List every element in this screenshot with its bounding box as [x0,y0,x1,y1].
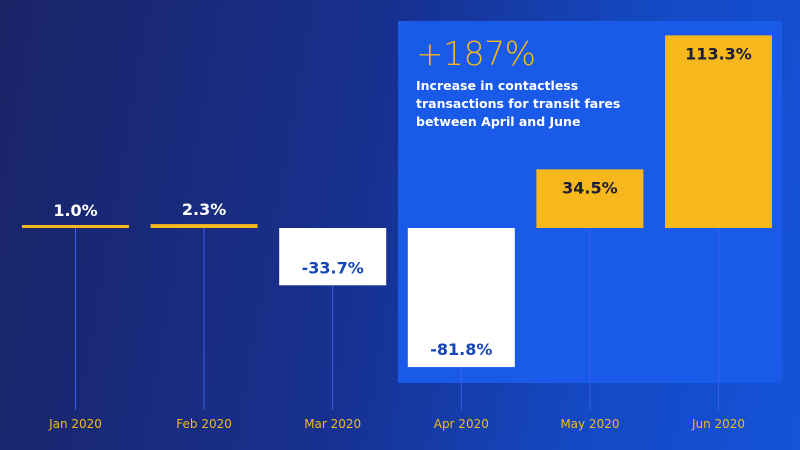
bar [665,35,772,228]
x-tick-label: Mar 2020 [304,417,361,431]
callout-text: Increase in contactless transactions for… [416,78,621,129]
data-label: 1.0% [53,201,97,220]
x-tick-label: May 2020 [560,417,619,431]
bar [536,169,644,228]
data-label: 113.3% [685,44,752,63]
data-label: -81.8% [430,340,492,359]
data-label: 34.5% [562,178,618,197]
callout: +187% Increase in contactless transactio… [416,34,656,131]
x-tick-label: Jun 2020 [691,417,745,431]
bar [150,224,258,228]
x-tick-label: Jan 2020 [48,417,102,431]
x-tick-label: Apr 2020 [434,417,489,431]
bar [279,228,387,286]
bar [22,225,129,228]
bar [407,228,515,368]
data-label: -33.7% [302,258,364,277]
x-tick-label: Feb 2020 [176,417,232,431]
callout-value: +187% [416,34,536,73]
data-label: 2.3% [182,200,226,219]
